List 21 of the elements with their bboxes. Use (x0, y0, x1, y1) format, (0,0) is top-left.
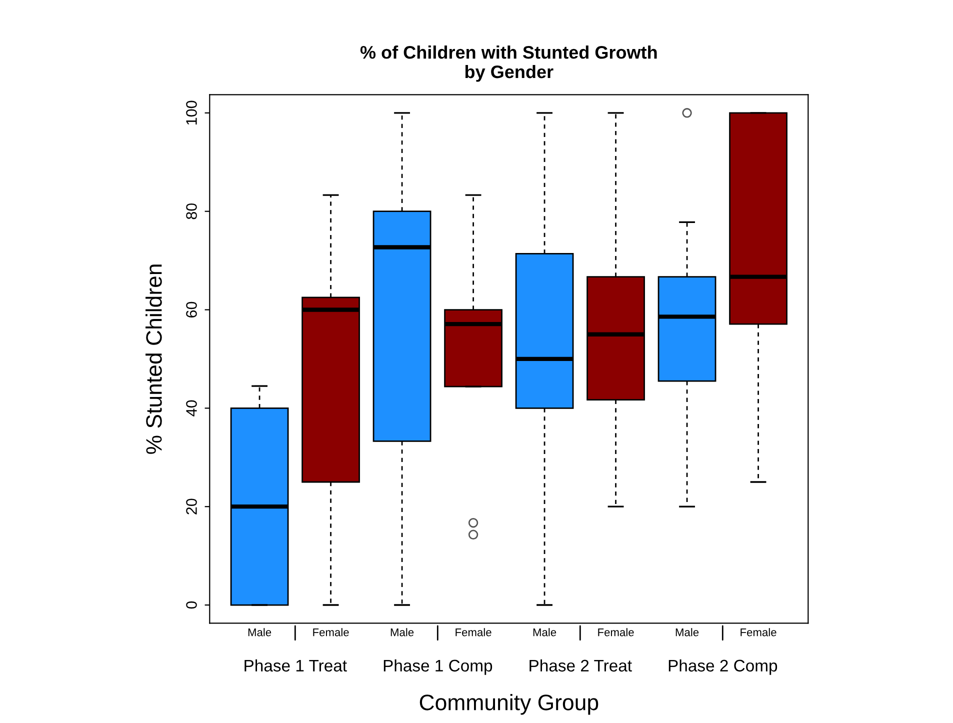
x-tick-label: Female (740, 628, 776, 636)
x-tick-label: Male (533, 628, 556, 636)
y-tick-label: 100 (186, 100, 197, 124)
x-tick-label: Female (456, 628, 492, 636)
x-axis-title: Community Group (420, 694, 598, 715)
text: Phase 1 Treat (244, 659, 347, 672)
y-axis-title: % Stunted Children (146, 264, 162, 454)
y-tick-label: 60 (186, 302, 197, 318)
y-tick-label: 0 (186, 601, 197, 609)
x-tick-label: Female (598, 628, 634, 636)
text: Phase 1 Comp (384, 659, 492, 675)
x-tick-label: Male (248, 628, 272, 636)
x-tick-label: Female (313, 628, 349, 636)
y-tick-label: 40 (186, 400, 197, 416)
text: Phase 2 Treat (530, 659, 632, 672)
y-tick-label: 80 (186, 203, 197, 220)
x-tick-label: Male (676, 628, 699, 636)
text: Phase 2 Comp (668, 659, 778, 675)
y-tick-label: 20 (186, 498, 197, 514)
chart-title: % of Children with Stunted Growth by Gender (360, 46, 657, 82)
x-tick-label: Male (390, 628, 414, 636)
